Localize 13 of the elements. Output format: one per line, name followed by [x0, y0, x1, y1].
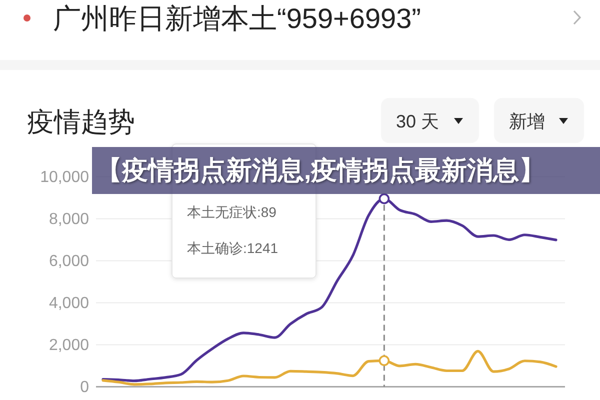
annotation: 【疫情拐点新消息,疫情拐点最新消息】: [92, 147, 600, 194]
annotation: 本土确诊:1241: [187, 240, 278, 256]
control-dropdown: 30 天: [381, 98, 479, 143]
chart-title: 疫情趋势: [27, 107, 135, 137]
annotation: 本土无症状:89: [187, 204, 277, 220]
y-tick-label: 2,000: [48, 337, 90, 354]
y-tick-label: 0: [80, 379, 90, 396]
y-tick-label: 10,000: [40, 169, 90, 186]
y-tick-label: 6,000: [48, 253, 90, 270]
text: 广州昨日新增本土“959+6993”: [53, 3, 422, 34]
control-dropdown: 新增: [494, 98, 584, 143]
y-tick-label: 4,000: [48, 295, 90, 312]
y-tick-label: 8,000: [48, 211, 90, 228]
